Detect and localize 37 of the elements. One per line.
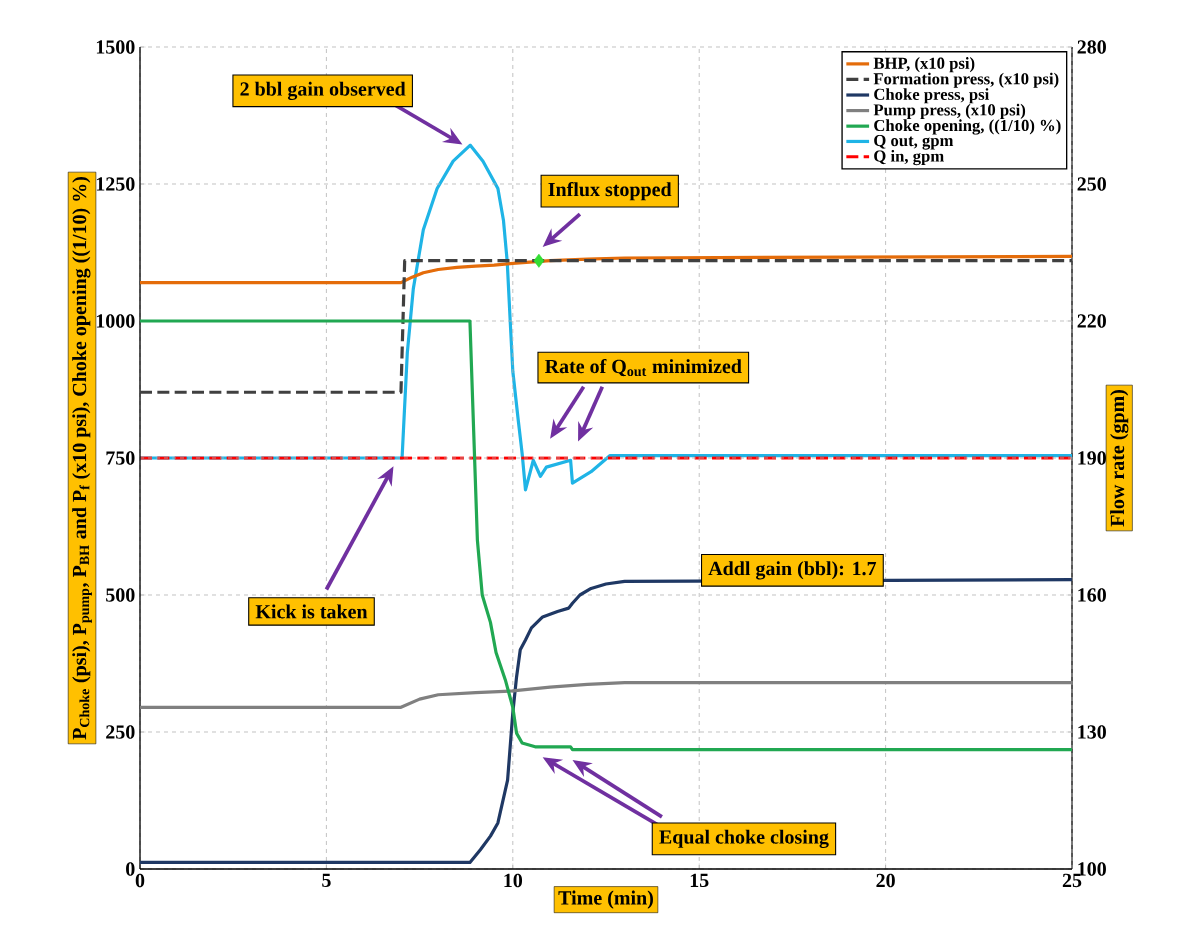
legend-label: Formation press, (x10 psi) [873,72,1059,88]
y2-tick-label: 250 [1077,177,1106,191]
annotation: Influx stopped [548,181,672,201]
y-tick-label: 1500 [96,40,135,54]
x-tick-label: 10 [504,873,523,888]
y2-axis-title: Flow rate (gpm) [1110,390,1129,527]
annotation: Equal choke closing [659,829,829,848]
y2-tick-label: 130 [1078,725,1106,739]
line-series [138,681,1074,709]
y2-tick-label: 280 [1077,40,1106,54]
y-tick-label: 0 [126,862,135,876]
line-series [138,319,1074,752]
y-tick-label: 250 [106,725,135,739]
y-tick-label: 500 [106,588,135,602]
x-tick-label: 20 [876,873,895,888]
y-tick-label: 1250 [96,177,135,191]
legend-label: BHP, (x10 psi) [873,57,975,73]
x-tick-label: 5 [322,873,331,887]
y2-tick-label: 220 [1077,314,1106,328]
x-tick-label: 0 [135,873,145,888]
annotation: Rate of Q$_{out}$ minimized [544,358,742,377]
x-tick-label: 15 [690,873,709,888]
y2-tick-label: 160 [1078,588,1106,602]
y-tick-label: 750 [106,451,135,465]
legend-label: Choke opening, ((1/10) %) [874,119,1061,135]
y-tick-label: 1000 [96,314,135,328]
line-series [138,254,1074,285]
text: P$_{Choke}$ (psi), P$_{pump}$, P$_{BH}$ and P$_{f}$ (x10 psi), Choke opening ((1/10) %) [72,177,92,740]
legend-label: Choke press, psi [874,88,990,104]
legend-label: Q in, gpm [874,149,944,166]
legend-label: Pump press, (x10 psi) [873,103,1026,119]
legend-label: Q out, gpm [874,134,954,150]
annotation: Kick is taken [255,604,368,619]
annotation: 2 bbl gain observed [240,81,406,100]
x-axis-title: Time (min) [558,890,653,909]
y2-tick-label: 190 [1078,451,1106,465]
annotation: Addl gain (bbl): 1.7 [708,561,877,580]
